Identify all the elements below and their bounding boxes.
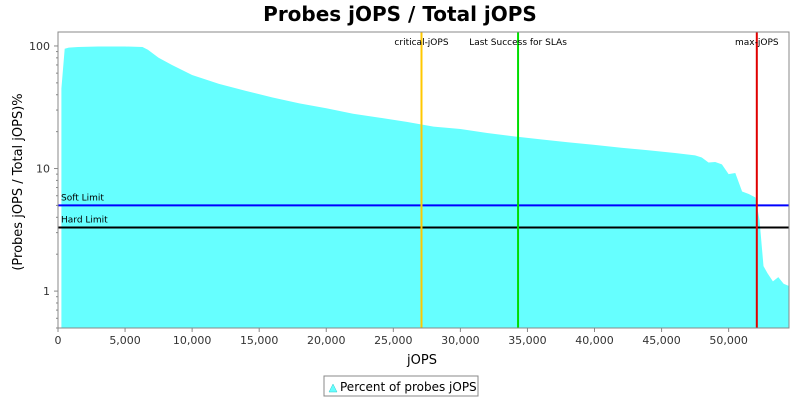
y-tick-label: 1: [43, 285, 50, 298]
y-axis-label: (Probes jOPS / Total jOPS)%: [11, 93, 26, 270]
x-tick-label: 15,000: [240, 334, 279, 347]
x-tick-label: 20,000: [307, 334, 346, 347]
hline-label-1: Hard Limit: [61, 216, 108, 226]
legend-series-swatch: [328, 383, 338, 393]
x-tick-label: 5,000: [109, 334, 141, 347]
legend: Percent of probes jOPS: [323, 375, 479, 397]
vline-label-1: Last Success for SLAs: [469, 38, 567, 48]
x-tick-label: 10,000: [173, 334, 212, 347]
x-tick-label: 35,000: [508, 334, 547, 347]
legend-series-label: Percent of probes jOPS: [340, 380, 477, 394]
y-axis: 1 10 100: [29, 40, 58, 329]
hline-label-0: Soft Limit: [61, 193, 104, 203]
vline-label-2: max-jOPS: [735, 38, 779, 48]
x-tick-label: 0: [55, 334, 62, 347]
x-tick-label: 45,000: [642, 334, 681, 347]
x-axis-label: jOPS: [406, 353, 437, 368]
x-tick-label: 25,000: [374, 334, 413, 347]
x-tick-label: 40,000: [575, 334, 614, 347]
x-tick-label: 50,000: [709, 334, 748, 347]
horizontal-lines-layer: Soft Limit Hard Limit: [58, 193, 789, 229]
x-axis: 0 5,000 10,000 15,000 20,000 25,000 30,000 35,0…: [55, 328, 748, 347]
plot-area: Soft Limit Hard Limit critical-jOPS Last S…: [57, 31, 790, 329]
chart-title: Probes jOPS / Total jOPS: [263, 2, 537, 26]
legend-box: [323, 375, 479, 397]
y-tick-label: 10: [36, 163, 50, 176]
vertical-lines-layer: critical-jOPS Last Success for SLAs max-jO…: [394, 32, 779, 328]
area-series-0: [61, 46, 789, 328]
x-tick-label: 30,000: [441, 334, 480, 347]
vline-label-0: critical-jOPS: [394, 38, 448, 48]
series-layer: [61, 46, 789, 328]
y-tick-label: 100: [29, 40, 50, 53]
